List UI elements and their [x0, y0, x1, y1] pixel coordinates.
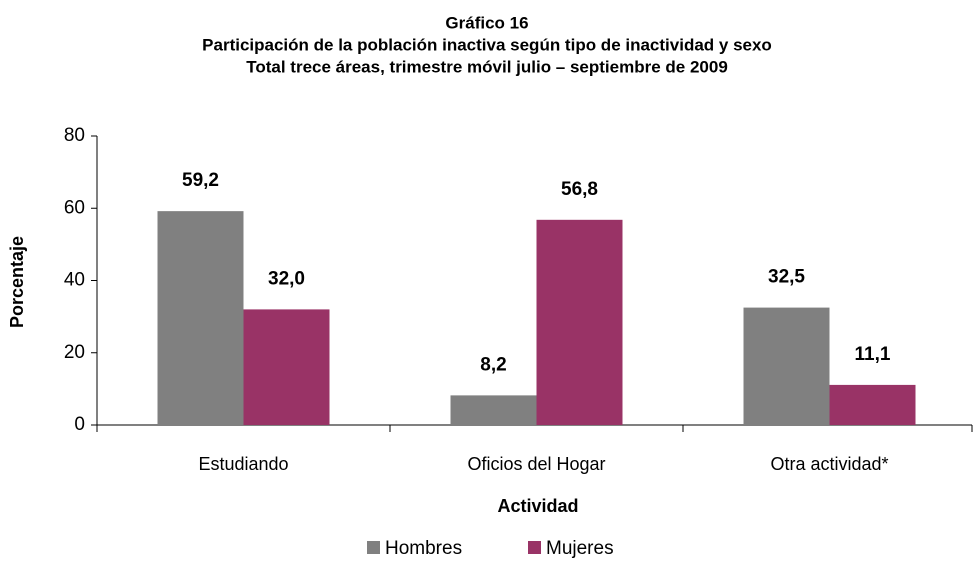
- x-tick-label: Oficios del Hogar: [467, 454, 605, 474]
- legend-label: Hombres: [385, 538, 462, 559]
- bar: [450, 395, 537, 425]
- bar: [829, 384, 916, 425]
- y-tick-label: 80: [64, 125, 85, 146]
- value-label: 8,2: [480, 354, 506, 375]
- x-tick-label: Otra actividad*: [770, 454, 888, 474]
- chart-title: Gráfico 16: [445, 13, 528, 32]
- value-label: 11,1: [855, 344, 891, 365]
- bar: [743, 307, 830, 425]
- value-label: 32,5: [768, 267, 805, 288]
- value-label: 32,0: [268, 268, 305, 289]
- legend-label: Mujeres: [546, 538, 614, 559]
- value-label: 56,8: [561, 179, 598, 200]
- value-label: 59,2: [182, 170, 219, 191]
- y-axis-label: Porcentaje: [7, 236, 27, 328]
- y-tick-label: 20: [64, 342, 85, 363]
- y-tick-label: 60: [64, 197, 85, 218]
- bar: [157, 211, 244, 425]
- y-tick-label: 40: [64, 270, 85, 291]
- bar: [243, 309, 330, 425]
- y-tick-label: 0: [74, 414, 85, 435]
- legend-swatch: [367, 541, 380, 554]
- chart-subtitle: Total trece áreas, trimestre móvil julio…: [246, 57, 728, 76]
- bar: [536, 219, 623, 425]
- x-tick-label: Estudiando: [198, 454, 288, 474]
- legend-swatch: [528, 541, 541, 554]
- chart-subtitle: Participación de la población inactiva s…: [202, 35, 772, 54]
- x-axis-label: Actividad: [497, 496, 578, 516]
